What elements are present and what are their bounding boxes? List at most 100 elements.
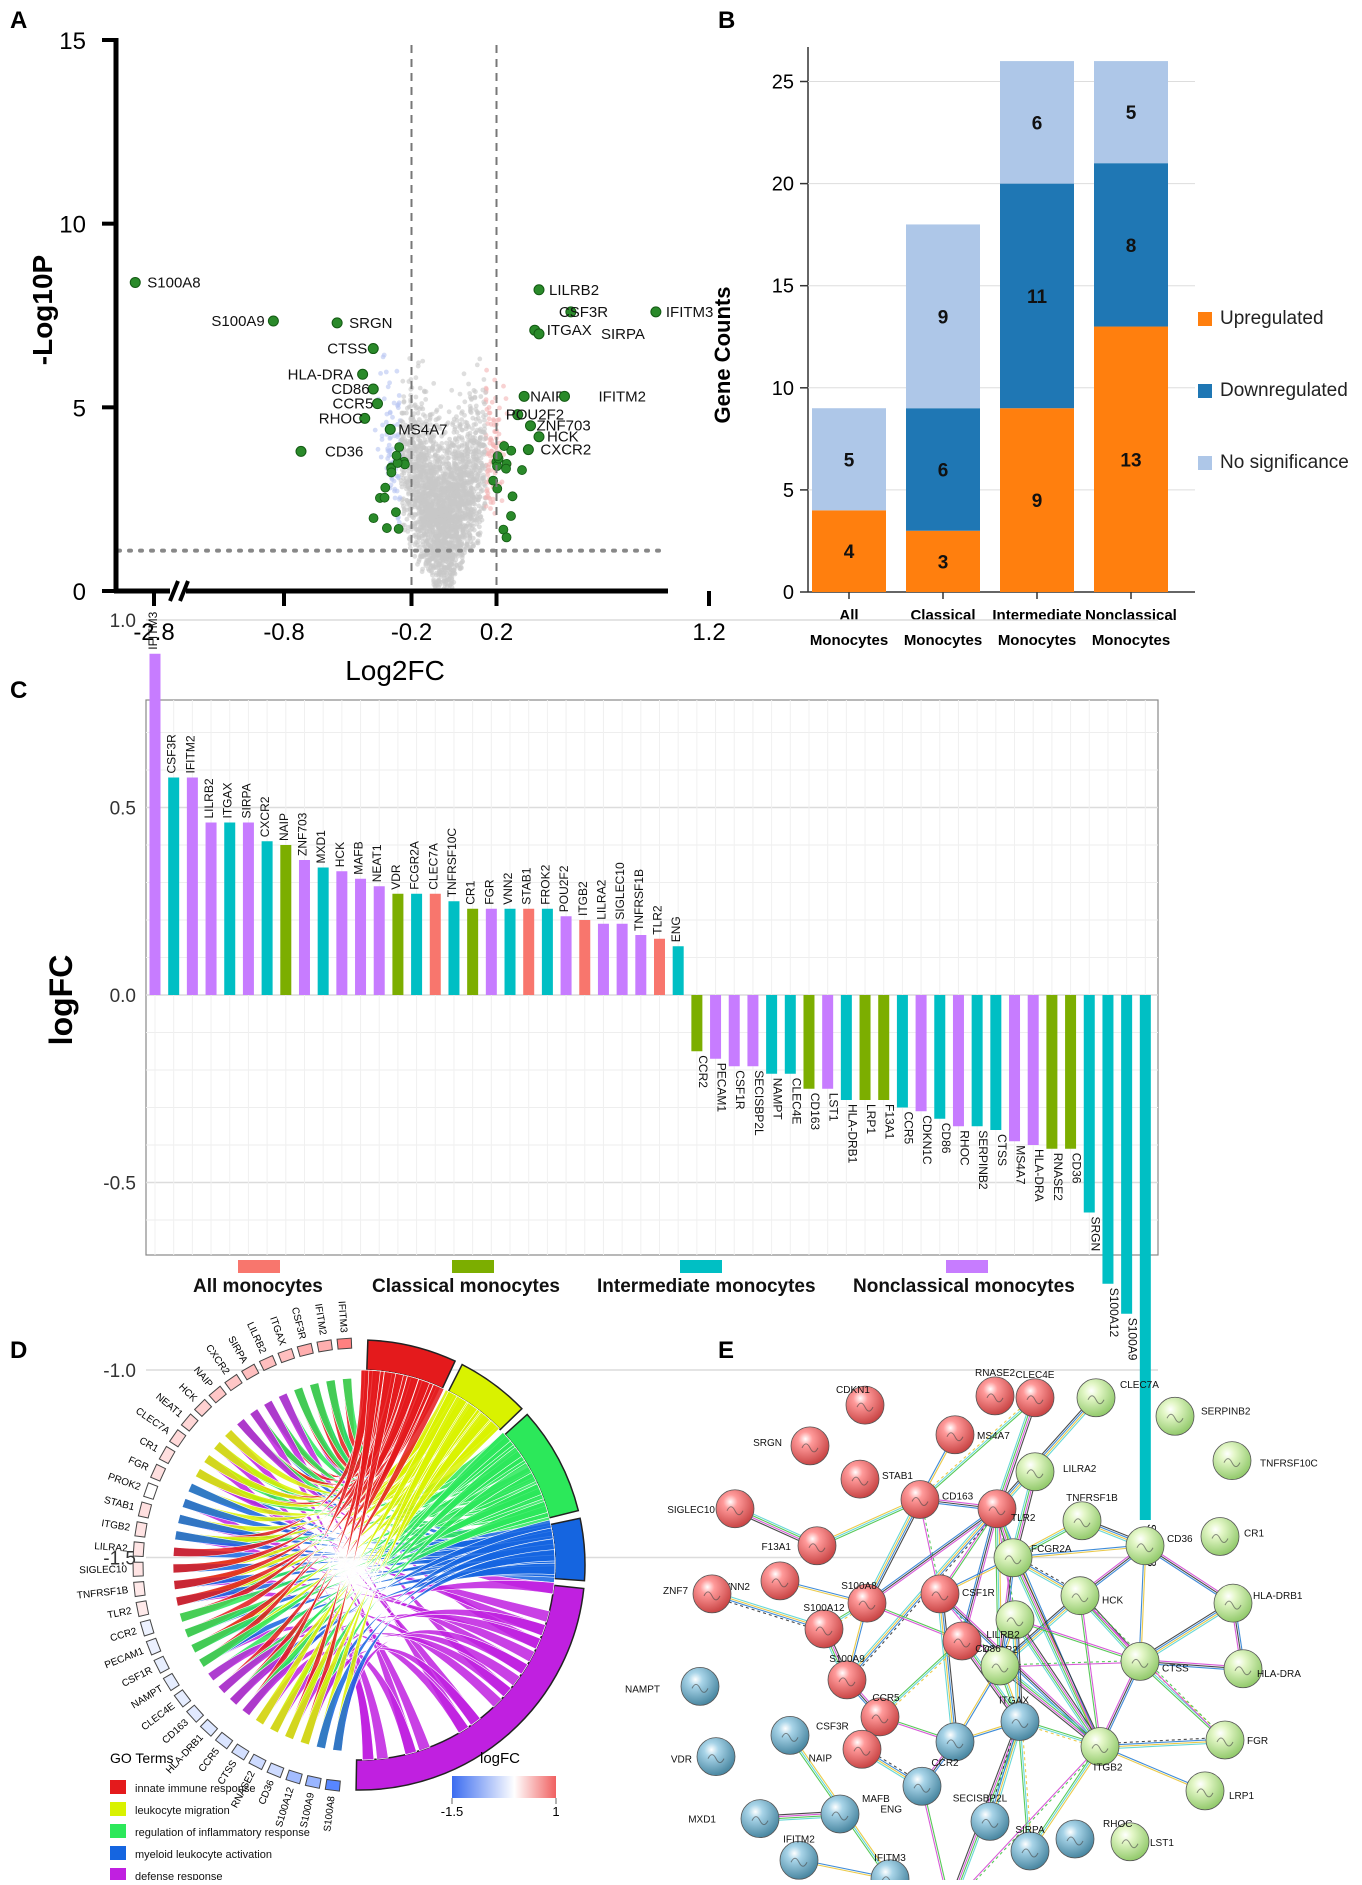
background-point bbox=[454, 563, 460, 568]
gene-label: LILRA2 bbox=[94, 1541, 128, 1554]
background-point bbox=[477, 419, 483, 424]
legend-swatch bbox=[946, 1260, 988, 1273]
category-label: All bbox=[839, 607, 858, 624]
background-point bbox=[477, 486, 483, 491]
node-label: CSF3R bbox=[816, 1721, 849, 1732]
x-tick-label: -2.8 bbox=[133, 619, 174, 646]
gene-point bbox=[359, 412, 371, 424]
background-point bbox=[458, 466, 464, 472]
bar-gene-label: SERPINB2 bbox=[976, 1130, 990, 1190]
bar-gene-label: TLR2 bbox=[651, 905, 665, 935]
background-point bbox=[480, 387, 486, 393]
background-point bbox=[459, 527, 465, 533]
background-point bbox=[471, 422, 477, 427]
bar-gene-label: FGR bbox=[482, 879, 496, 905]
background-point bbox=[438, 517, 444, 523]
chord-ribbon bbox=[207, 1483, 543, 1682]
background-point bbox=[392, 488, 397, 494]
network-node bbox=[1120, 1641, 1160, 1681]
logfc-bar bbox=[803, 995, 815, 1089]
protein-glyph bbox=[1066, 1836, 1084, 1846]
gene-label: HCK bbox=[176, 1382, 199, 1405]
bar-gene-label: ITGAX bbox=[221, 782, 235, 818]
logfc-bar bbox=[1027, 995, 1039, 1145]
node-label: SERPINB2 bbox=[1201, 1406, 1251, 1417]
bar-gene-label: PECAM1 bbox=[715, 1063, 729, 1113]
bar-value-label: 9 bbox=[938, 307, 949, 328]
y-tick-label: 0.0 bbox=[110, 986, 136, 1007]
legend-item: No significance bbox=[1198, 452, 1349, 474]
network-edge bbox=[1012, 1544, 1145, 1558]
background-point bbox=[403, 429, 408, 435]
background-point bbox=[438, 510, 444, 515]
x-tick-label: 1.2 bbox=[692, 619, 725, 646]
gene-point bbox=[522, 444, 534, 456]
background-point bbox=[452, 465, 457, 471]
gene-label: SRGN bbox=[349, 315, 392, 332]
background-point bbox=[443, 567, 448, 573]
bar-gene-label: CCR2 bbox=[696, 1055, 710, 1088]
group-legend: All monocytes Classical monocytes Intermed… bbox=[0, 1260, 1362, 1300]
gene-label: CCR5 bbox=[333, 396, 374, 413]
gene-label: CXCR2 bbox=[203, 1343, 232, 1377]
background-point bbox=[440, 503, 446, 508]
background-point bbox=[420, 464, 426, 470]
network-edge bbox=[999, 1398, 1039, 1510]
network-node bbox=[1060, 1576, 1100, 1616]
network-nodes: CDKN1 RNASE2 CLEC4E SRGN MS4A7 STAB1 CD163 SIGL… bbox=[625, 1368, 1318, 1885]
y-tick-label: 1.0 bbox=[110, 611, 136, 632]
background-point bbox=[427, 557, 433, 562]
chord-ribbon bbox=[299, 1462, 533, 1746]
gene-label: LILRB2 bbox=[549, 282, 599, 299]
node-label: NAMPT bbox=[625, 1684, 660, 1695]
background-point bbox=[453, 513, 458, 519]
background-point bbox=[401, 394, 407, 399]
gene-box bbox=[132, 1561, 144, 1577]
background-point bbox=[501, 383, 506, 389]
gene-point bbox=[384, 423, 396, 435]
background-point bbox=[473, 403, 479, 409]
logfc-bar bbox=[560, 916, 572, 995]
logfc-bar bbox=[934, 995, 946, 1119]
network-edge bbox=[1014, 1620, 1140, 1663]
protein-glyph bbox=[913, 1783, 931, 1793]
gene-box bbox=[258, 1354, 277, 1372]
gene-box bbox=[153, 1655, 170, 1674]
significant-point bbox=[381, 523, 392, 533]
background-point bbox=[430, 480, 436, 485]
bar-gene-label: CTSS bbox=[995, 1134, 1009, 1166]
stacked-bar-segment bbox=[1094, 61, 1168, 164]
network-edge bbox=[866, 1508, 998, 1604]
background-point bbox=[415, 454, 421, 460]
background-point bbox=[447, 562, 453, 567]
gene-box bbox=[132, 1541, 145, 1557]
panel-e-letter: E bbox=[718, 1337, 734, 1364]
background-point bbox=[445, 500, 451, 506]
bar-gene-label: MXD1 bbox=[314, 830, 328, 864]
network-node bbox=[1062, 1501, 1102, 1541]
background-point bbox=[456, 405, 462, 410]
bar-gene-label: CR1 bbox=[464, 880, 478, 904]
background-point bbox=[438, 468, 444, 473]
protein-glyph bbox=[981, 1818, 999, 1828]
node-label: HLA-DRB1 bbox=[1253, 1591, 1303, 1602]
background-point bbox=[456, 434, 462, 439]
background-point bbox=[462, 472, 468, 478]
background-point bbox=[425, 532, 430, 537]
gene-label: S100A9 bbox=[211, 313, 264, 330]
gene-point bbox=[331, 317, 343, 329]
gene-label: POU2F2 bbox=[506, 407, 564, 424]
background-point bbox=[454, 544, 460, 550]
y-tick-label: 0.5 bbox=[110, 799, 136, 820]
logfc-bar bbox=[355, 878, 367, 995]
gene-point bbox=[512, 409, 524, 421]
network-edge bbox=[919, 1397, 1036, 1500]
background-point bbox=[392, 433, 397, 439]
background-point bbox=[413, 535, 419, 540]
bar-gene-label: ITGB2 bbox=[576, 881, 590, 916]
network-edge bbox=[995, 1397, 1035, 1509]
network-edge bbox=[938, 1593, 955, 1742]
legend-swatch bbox=[1198, 312, 1212, 326]
background-point bbox=[449, 505, 455, 511]
go-term-swatch bbox=[110, 1824, 126, 1838]
